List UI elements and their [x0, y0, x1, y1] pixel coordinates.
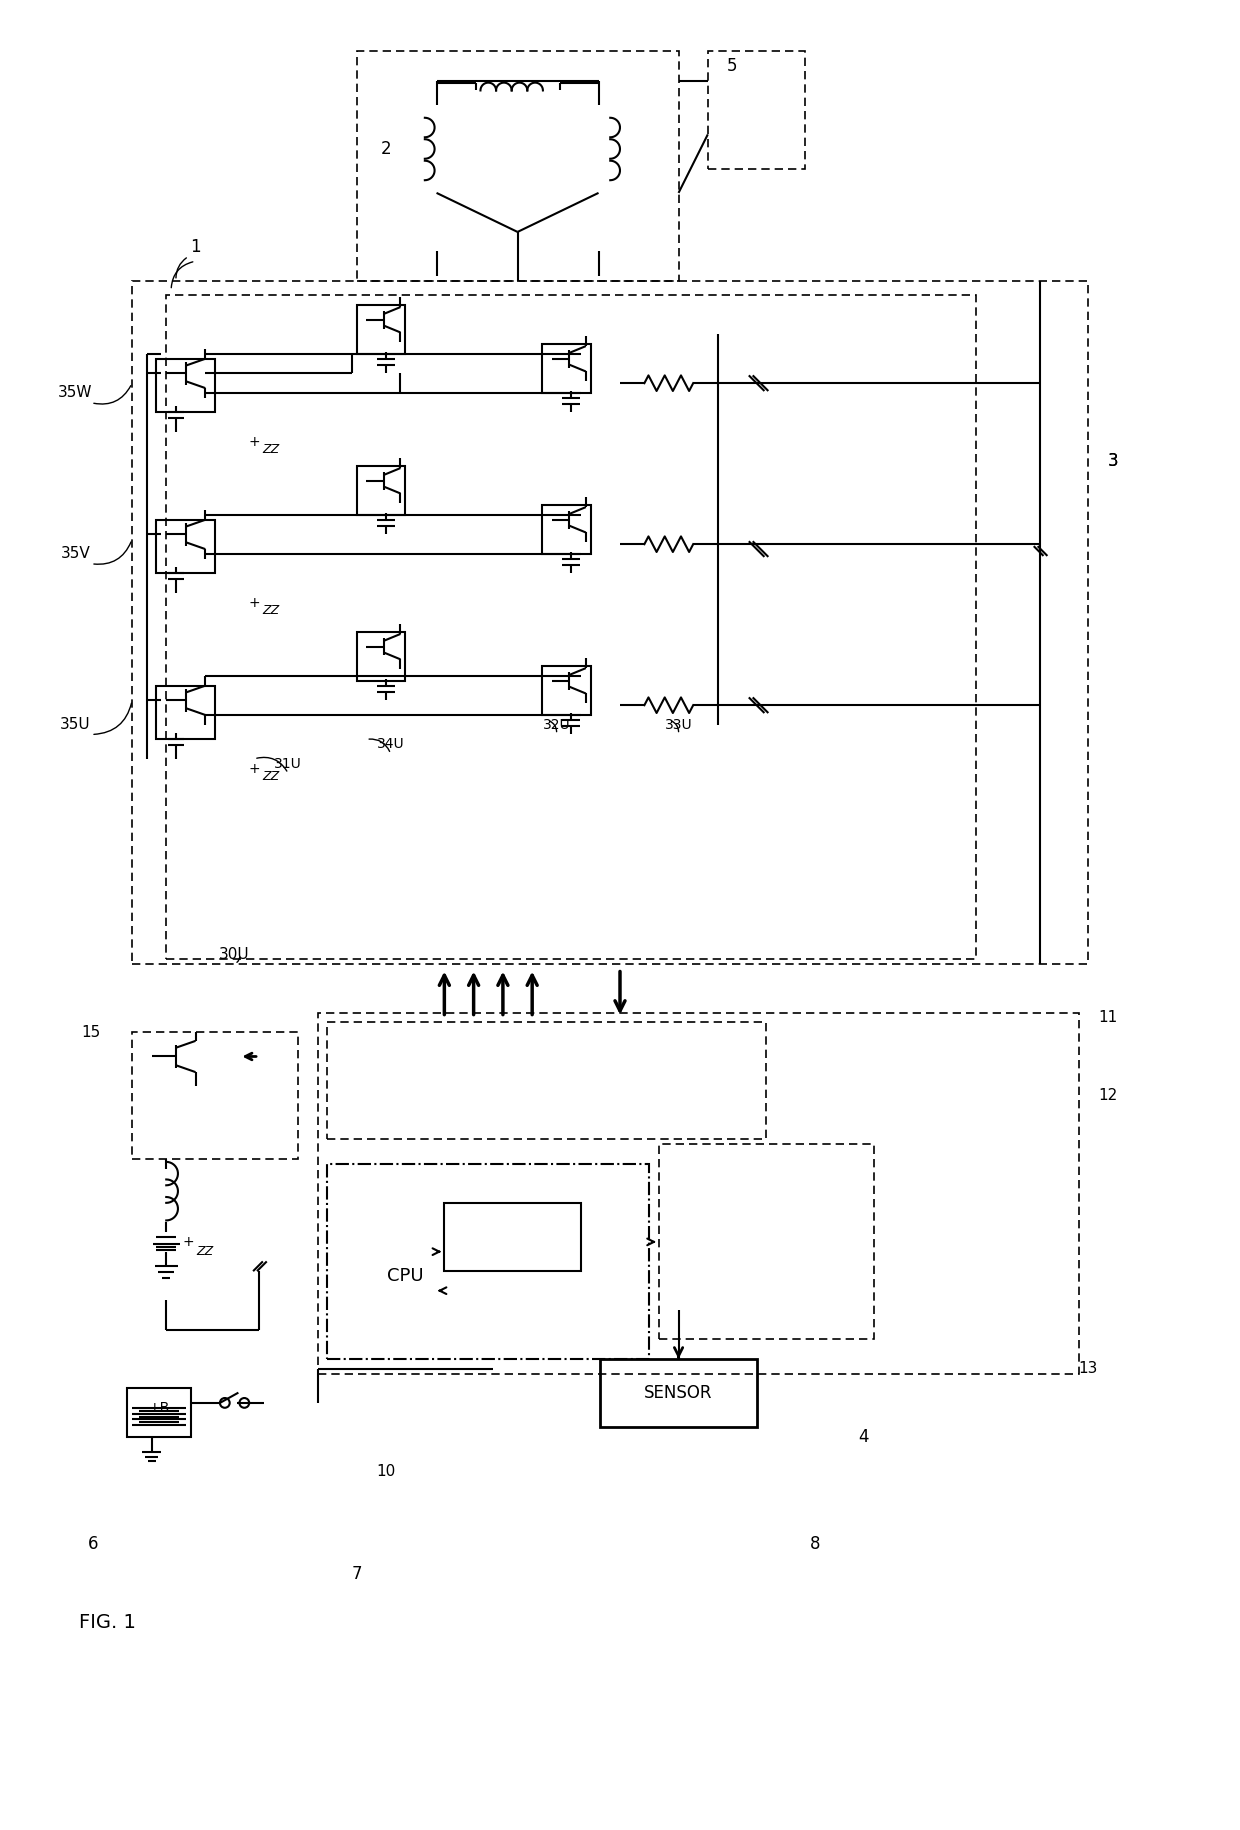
Text: 3: 3 [1107, 452, 1118, 470]
Text: +B: +B [149, 1400, 170, 1415]
Text: +: + [248, 761, 260, 776]
Bar [542, 344, 590, 393]
Bar [327, 1023, 766, 1140]
Text: 4: 4 [859, 1427, 869, 1446]
Bar [357, 51, 678, 280]
Text: +: + [248, 597, 260, 609]
Text: 33U: 33U [665, 717, 692, 732]
Bar [357, 467, 405, 514]
Bar [317, 1012, 1079, 1374]
Text: +: + [248, 436, 260, 448]
Bar [156, 520, 215, 573]
Bar [708, 51, 806, 168]
Bar [156, 359, 215, 412]
Bar [327, 1164, 650, 1360]
Text: 35V: 35V [61, 547, 91, 562]
Text: ZZ: ZZ [262, 770, 279, 783]
Text: CPU: CPU [387, 1266, 424, 1285]
Bar [444, 1202, 582, 1272]
Bar [156, 686, 215, 739]
Text: 34U: 34U [377, 737, 404, 752]
Text: 32U: 32U [543, 717, 570, 732]
Text: ZZ: ZZ [197, 1244, 215, 1259]
Text: ZZ: ZZ [262, 443, 279, 456]
Bar [128, 1389, 191, 1437]
Text: +: + [182, 1235, 195, 1248]
Text: 31U: 31U [274, 758, 303, 770]
Bar [542, 666, 590, 716]
Bar [166, 295, 976, 959]
Text: 35U: 35U [61, 717, 91, 732]
Bar [133, 1032, 298, 1158]
Text: 2: 2 [381, 139, 391, 157]
Text: 11: 11 [1099, 1010, 1117, 1025]
Text: 7: 7 [351, 1565, 362, 1583]
Text: ZZ: ZZ [262, 604, 279, 617]
Text: 15: 15 [82, 1025, 100, 1039]
Text: 30U: 30U [219, 946, 250, 961]
Bar [600, 1360, 756, 1427]
Bar [357, 631, 405, 681]
Text: 6: 6 [88, 1535, 98, 1554]
Text: 5: 5 [727, 57, 738, 75]
Text: 35W: 35W [58, 386, 93, 401]
Text: 3: 3 [1107, 452, 1118, 470]
Text: 12: 12 [1099, 1089, 1117, 1103]
Text: 8: 8 [810, 1535, 821, 1554]
Text: FIG. 1: FIG. 1 [79, 1612, 136, 1632]
Bar [542, 505, 590, 554]
Bar [133, 280, 1089, 964]
Text: SENSOR: SENSOR [645, 1383, 713, 1402]
Text: 10: 10 [376, 1464, 396, 1479]
Text: 13: 13 [1079, 1362, 1099, 1376]
Bar [658, 1144, 874, 1340]
Text: 1: 1 [190, 238, 201, 256]
Bar [357, 306, 405, 353]
